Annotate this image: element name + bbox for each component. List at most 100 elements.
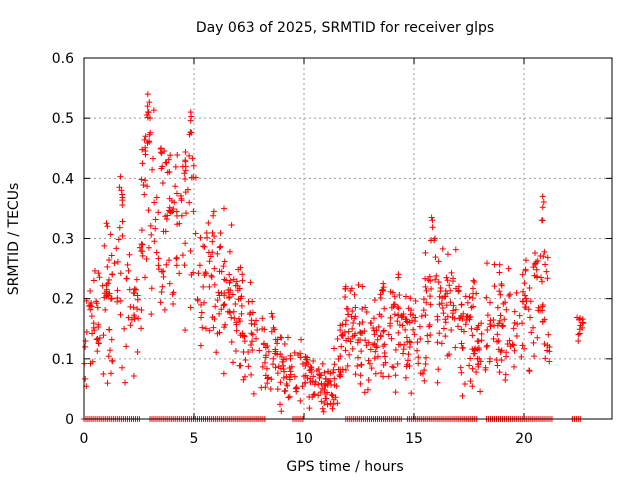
- data-point: [422, 361, 429, 368]
- data-point: [462, 321, 469, 328]
- data-point: [166, 168, 173, 175]
- data-point: [281, 340, 288, 347]
- data-point: [282, 387, 289, 394]
- data-point: [158, 150, 165, 157]
- data-point: [170, 205, 177, 212]
- data-point: [532, 260, 539, 267]
- data-point: [298, 336, 305, 343]
- data-point: [182, 158, 189, 165]
- data-point: [470, 277, 477, 284]
- data-point: [496, 261, 503, 268]
- data-point: [197, 234, 204, 241]
- data-point: [91, 327, 98, 334]
- data-point: [211, 316, 218, 323]
- data-point: [501, 316, 508, 323]
- data-point: [177, 192, 184, 199]
- data-point: [539, 303, 546, 310]
- data-point: [459, 392, 466, 399]
- data-point: [446, 282, 453, 289]
- data-point: [416, 323, 423, 330]
- data-point: [315, 392, 322, 399]
- data-point: [419, 370, 426, 377]
- data-point: [542, 355, 549, 362]
- data-point: [182, 176, 189, 183]
- data-point: [439, 245, 446, 252]
- data-point: [188, 174, 195, 181]
- x-tick-label: 0: [80, 431, 89, 447]
- data-point: [498, 281, 505, 288]
- data-point: [442, 319, 449, 326]
- data-point: [540, 198, 547, 205]
- data-point: [158, 288, 165, 295]
- data-point: [469, 285, 476, 292]
- data-point: [198, 301, 205, 308]
- data-point: [506, 291, 513, 298]
- data-point: [182, 327, 189, 334]
- data-point: [270, 361, 277, 368]
- data-point: [262, 384, 269, 391]
- data-point: [477, 358, 484, 365]
- data-point: [439, 294, 446, 301]
- data-point: [385, 373, 392, 380]
- data-point: [246, 311, 253, 318]
- data-point: [109, 358, 116, 365]
- data-point: [232, 347, 239, 354]
- data-point: [365, 339, 372, 346]
- data-point: [371, 331, 378, 338]
- data-point: [182, 149, 189, 156]
- data-point: [88, 299, 95, 306]
- x-tick-label: 10: [295, 431, 313, 447]
- data-point: [338, 343, 345, 350]
- data-point: [400, 350, 407, 357]
- data-point: [147, 115, 153, 122]
- data-point: [394, 360, 401, 367]
- data-point: [211, 281, 218, 288]
- data-point: [385, 331, 392, 338]
- data-point: [412, 297, 419, 304]
- data-point: [233, 327, 240, 334]
- data-point: [293, 388, 300, 395]
- data-point: [105, 257, 112, 264]
- data-point: [444, 277, 451, 284]
- data-point: [396, 291, 403, 298]
- data-point: [214, 330, 221, 337]
- data-point: [466, 293, 473, 300]
- data-point: [126, 251, 133, 258]
- data-point: [323, 395, 330, 402]
- data-point: [206, 258, 213, 265]
- data-point: [210, 324, 217, 331]
- data-point: [350, 320, 357, 327]
- data-point: [188, 129, 195, 136]
- data-point: [402, 326, 409, 333]
- data-point: [133, 276, 140, 283]
- data-point: [498, 347, 505, 354]
- data-point: [229, 359, 236, 366]
- data-point: [473, 369, 480, 376]
- data-point: [526, 368, 533, 375]
- data-point: [534, 334, 541, 341]
- data-point: [467, 378, 474, 385]
- data-point: [435, 366, 442, 373]
- data-point: [408, 317, 415, 324]
- data-point: [119, 232, 126, 239]
- data-point: [173, 254, 180, 261]
- data-point: [503, 349, 510, 356]
- data-point: [380, 373, 387, 380]
- data-point: [395, 329, 402, 336]
- data-point: [206, 283, 213, 290]
- chart-title: Day 063 of 2025, SRMTID for receiver glp…: [196, 20, 494, 36]
- data-point: [99, 282, 106, 289]
- data-point: [380, 343, 387, 350]
- data-point: [531, 353, 538, 360]
- data-point: [365, 357, 372, 364]
- data-point: [510, 325, 517, 332]
- data-point: [444, 313, 451, 320]
- data-point: [318, 380, 325, 387]
- data-point: [127, 322, 134, 329]
- data-point: [281, 388, 288, 395]
- data-point: [328, 391, 335, 398]
- data-point: [176, 270, 183, 277]
- data-point: [456, 315, 463, 322]
- data-point: [432, 276, 439, 283]
- data-point: [201, 299, 208, 306]
